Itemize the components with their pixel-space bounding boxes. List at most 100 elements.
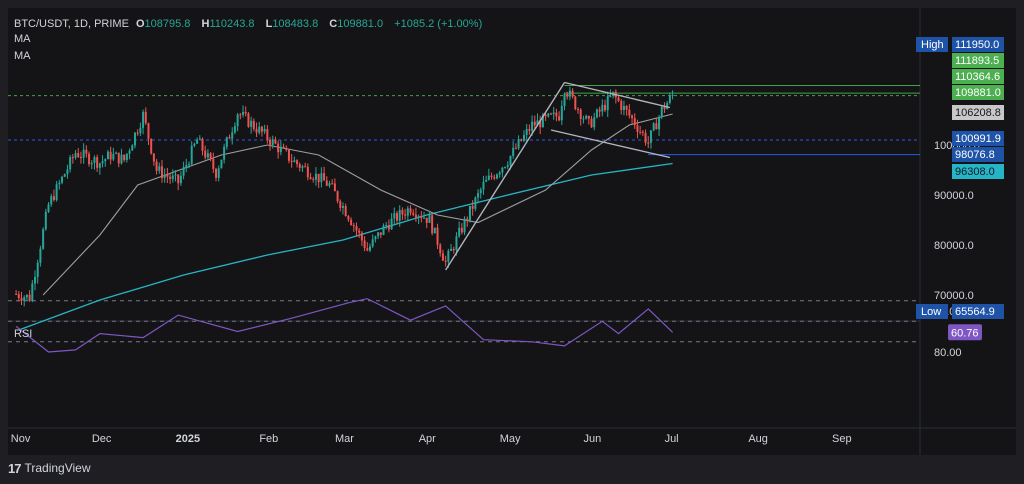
candle-body[interactable] bbox=[301, 166, 304, 168]
candle-body[interactable] bbox=[396, 213, 399, 221]
candle-body[interactable] bbox=[539, 120, 542, 128]
candle-body[interactable] bbox=[174, 174, 177, 176]
candle-body[interactable] bbox=[133, 132, 136, 146]
candle-body[interactable] bbox=[125, 153, 128, 161]
candle-body[interactable] bbox=[260, 126, 263, 132]
candle-body[interactable] bbox=[636, 125, 639, 132]
candle-body[interactable] bbox=[558, 116, 561, 121]
candle-body[interactable] bbox=[285, 147, 288, 150]
candle-body[interactable] bbox=[79, 157, 82, 159]
candle-body[interactable] bbox=[279, 146, 282, 153]
candle-body[interactable] bbox=[352, 225, 355, 227]
candle-body[interactable] bbox=[88, 153, 91, 165]
candle-body[interactable] bbox=[309, 177, 312, 179]
candle-body[interactable] bbox=[474, 197, 477, 209]
candle-body[interactable] bbox=[31, 283, 34, 301]
candle-body[interactable] bbox=[209, 153, 212, 159]
candle-body[interactable] bbox=[139, 127, 142, 133]
chart-canvas[interactable]: 100000.090000.080000.070000.080.0040.006… bbox=[8, 8, 1016, 455]
candle-body[interactable] bbox=[269, 139, 272, 145]
candle-body[interactable] bbox=[460, 227, 463, 233]
candle-body[interactable] bbox=[63, 174, 66, 177]
candle-body[interactable] bbox=[61, 176, 64, 183]
candle-body[interactable] bbox=[239, 114, 242, 116]
candle-body[interactable] bbox=[350, 219, 353, 226]
candle-body[interactable] bbox=[333, 183, 336, 192]
candle-body[interactable] bbox=[463, 218, 466, 233]
candle-body[interactable] bbox=[504, 166, 507, 168]
candle-body[interactable] bbox=[306, 166, 309, 178]
candle-body[interactable] bbox=[152, 153, 155, 162]
candle-body[interactable] bbox=[512, 147, 515, 156]
candle-body[interactable] bbox=[44, 211, 47, 230]
candle-body[interactable] bbox=[401, 210, 404, 215]
candle-body[interactable] bbox=[320, 173, 323, 183]
candle-body[interactable] bbox=[452, 248, 455, 251]
candle-body[interactable] bbox=[217, 168, 220, 178]
ma-legend-2[interactable]: MA bbox=[14, 50, 31, 62]
candle-body[interactable] bbox=[436, 227, 439, 245]
candle-body[interactable] bbox=[466, 218, 469, 221]
candle-body[interactable] bbox=[160, 166, 163, 179]
candle-body[interactable] bbox=[231, 132, 234, 139]
candle-body[interactable] bbox=[585, 115, 588, 119]
candle-body[interactable] bbox=[377, 232, 380, 237]
candle-body[interactable] bbox=[622, 106, 625, 110]
candle-body[interactable] bbox=[498, 172, 501, 175]
candle-body[interactable] bbox=[336, 191, 339, 202]
candle-body[interactable] bbox=[441, 253, 444, 261]
candle-body[interactable] bbox=[131, 145, 134, 151]
candle-body[interactable] bbox=[417, 216, 420, 218]
candle-body[interactable] bbox=[660, 106, 663, 117]
candle-body[interactable] bbox=[479, 189, 482, 194]
candle-body[interactable] bbox=[590, 118, 593, 128]
candle-body[interactable] bbox=[36, 262, 39, 277]
candle-body[interactable] bbox=[223, 146, 226, 160]
candle-body[interactable] bbox=[115, 152, 118, 154]
candle-body[interactable] bbox=[20, 298, 23, 301]
candle-body[interactable] bbox=[50, 196, 53, 205]
candle-body[interactable] bbox=[358, 230, 361, 233]
candle-body[interactable] bbox=[647, 142, 650, 144]
candle-body[interactable] bbox=[625, 106, 628, 110]
candle-body[interactable] bbox=[490, 175, 493, 178]
candle-body[interactable] bbox=[617, 97, 620, 101]
candle-body[interactable] bbox=[482, 181, 485, 190]
candle-body[interactable] bbox=[509, 155, 512, 166]
candle-body[interactable] bbox=[355, 226, 358, 231]
candle-body[interactable] bbox=[158, 166, 161, 171]
candle-body[interactable] bbox=[339, 201, 342, 208]
candle-body[interactable] bbox=[98, 163, 101, 168]
candle-body[interactable] bbox=[123, 154, 126, 161]
candle-body[interactable] bbox=[525, 129, 528, 135]
candle-body[interactable] bbox=[206, 153, 209, 158]
candle-body[interactable] bbox=[595, 109, 598, 118]
candle-body[interactable] bbox=[550, 113, 552, 115]
candle-body[interactable] bbox=[177, 174, 180, 184]
candle-body[interactable] bbox=[341, 206, 344, 208]
candle-body[interactable] bbox=[120, 154, 123, 164]
candle-body[interactable] bbox=[571, 90, 574, 97]
candle-body[interactable] bbox=[563, 93, 566, 107]
chart-panel[interactable]: 100000.090000.080000.070000.080.0040.006… bbox=[8, 8, 1016, 455]
candle-body[interactable] bbox=[136, 132, 139, 134]
ma-short-line[interactable] bbox=[42, 113, 673, 296]
candle-body[interactable] bbox=[314, 173, 317, 180]
candle-body[interactable] bbox=[433, 227, 436, 234]
candle-body[interactable] bbox=[547, 113, 550, 117]
candle-body[interactable] bbox=[541, 114, 544, 128]
candle-body[interactable] bbox=[247, 113, 250, 127]
candle-body[interactable] bbox=[455, 236, 458, 251]
candle-body[interactable] bbox=[271, 139, 274, 145]
candle-body[interactable] bbox=[104, 159, 107, 162]
candle-body[interactable] bbox=[328, 183, 331, 186]
candle-body[interactable] bbox=[520, 139, 523, 141]
candle-body[interactable] bbox=[522, 134, 525, 141]
rsi-line[interactable] bbox=[15, 298, 674, 353]
candle-body[interactable] bbox=[215, 168, 218, 178]
candle-body[interactable] bbox=[142, 111, 145, 128]
candle-body[interactable] bbox=[71, 157, 74, 159]
candle-body[interactable] bbox=[220, 159, 223, 169]
candle-body[interactable] bbox=[55, 184, 58, 200]
candle-body[interactable] bbox=[93, 157, 96, 163]
